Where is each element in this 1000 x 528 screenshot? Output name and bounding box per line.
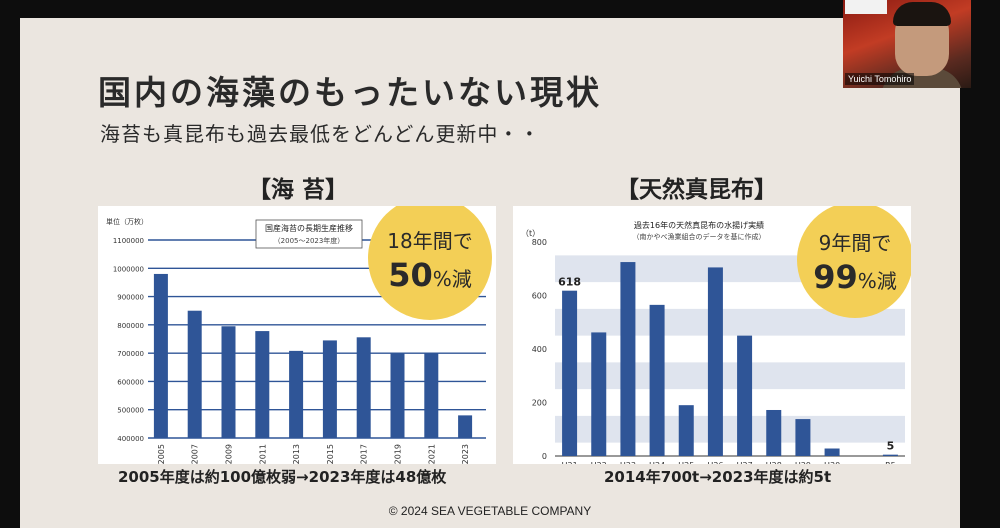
kombu-badge-unit: %減 bbox=[858, 269, 897, 293]
kombu-xtick-label: H22 bbox=[591, 461, 607, 464]
nori-xtick-label: 2023 bbox=[461, 444, 470, 464]
participant-hair bbox=[893, 2, 951, 26]
kombu-badge-line1: 9年間で bbox=[819, 231, 892, 255]
nori-xtick-label: 2019 bbox=[394, 444, 403, 464]
nori-heading: 【海 苔】 bbox=[248, 177, 349, 203]
kombu-xtick-label: H27 bbox=[736, 461, 752, 464]
kombu-bar-H26 bbox=[707, 267, 723, 456]
kombu-chart: 0 200 400 600 800 H21 H22 H23 H24 H25 H26 H27 H28 H2… bbox=[521, 202, 913, 470]
nori-badge-value: 50%減 bbox=[388, 256, 472, 294]
copyright-footer: © 2024 SEA VEGETABLE COMPANY bbox=[388, 504, 592, 518]
virtual-background-logo bbox=[845, 0, 887, 14]
kombu-ytick-label: 200 bbox=[532, 399, 547, 408]
nori-badge-unit: %減 bbox=[433, 267, 472, 291]
nori-ytick-label: 1000000 bbox=[113, 265, 144, 273]
kombu-chart-panel: 0 200 400 600 800 H21 H22 H23 H24 H25 H26 H27 H28 H2… bbox=[513, 202, 913, 470]
nori-badge bbox=[368, 196, 492, 320]
kombu-ytick-label: 600 bbox=[532, 292, 547, 301]
nori-ytick-label: 600000 bbox=[117, 378, 144, 386]
nori-ytick-label: 500000 bbox=[117, 407, 144, 415]
kombu-xtick-label: H29 bbox=[795, 461, 811, 464]
kombu-bar-H21 bbox=[562, 290, 578, 456]
nori-bar-2019 bbox=[390, 353, 405, 438]
kombu-xtick-label: R5 bbox=[885, 461, 896, 464]
nori-bar-2015 bbox=[322, 340, 337, 438]
kombu-bar-R5 bbox=[882, 454, 898, 456]
nori-bar-2013 bbox=[289, 350, 304, 438]
kombu-bar-H27 bbox=[737, 335, 753, 456]
nori-bar-2007 bbox=[187, 310, 202, 438]
kombu-grid-band bbox=[555, 415, 905, 443]
kombu-bar-H30 bbox=[824, 448, 840, 456]
kombu-bar-H23 bbox=[620, 262, 636, 456]
nori-ytick-label: 900000 bbox=[117, 294, 144, 302]
nori-xtick-label: 2021 bbox=[427, 444, 436, 464]
nori-ytick-label: 400000 bbox=[117, 435, 144, 443]
nori-ytick-label: 700000 bbox=[117, 350, 144, 358]
nori-bar-2005 bbox=[153, 273, 168, 438]
kombu-badge-number: 99 bbox=[813, 258, 858, 296]
kombu-caption: 2014年700t→2023年度は約5t bbox=[604, 468, 832, 486]
nori-chart-panel: 400000 500000 600000 700000 800000 900000 1000… bbox=[98, 196, 496, 464]
kombu-badge bbox=[797, 202, 913, 318]
nori-badge-number: 50 bbox=[388, 256, 433, 294]
kombu-xtick-label: H30 bbox=[824, 461, 840, 464]
webcam-thumbnail[interactable]: Yuichi Tomohiro bbox=[843, 0, 971, 88]
kombu-bar-H29 bbox=[795, 419, 811, 456]
nori-xtick-label: 2011 bbox=[258, 444, 267, 464]
nori-chart: 400000 500000 600000 700000 800000 900000 1000… bbox=[106, 196, 492, 464]
kombu-xtick-label: H24 bbox=[649, 461, 665, 464]
kombu-y-unit: （t） bbox=[521, 229, 540, 238]
nori-bar-2011 bbox=[255, 331, 270, 438]
kombu-xtick-label: H25 bbox=[678, 461, 694, 464]
kombu-ytick-label: 800 bbox=[532, 238, 547, 247]
nori-bar-2009 bbox=[221, 326, 236, 438]
kombu-badge-value: 99%減 bbox=[813, 258, 897, 296]
kombu-xtick-label: H23 bbox=[620, 461, 636, 464]
kombu-bar-H25 bbox=[678, 405, 694, 456]
nori-ytick-label: 1100000 bbox=[113, 237, 144, 245]
kombu-chart-subtitle: （南かやべ漁業組合のデータを基に作成） bbox=[633, 232, 766, 241]
nori-xtick-label: 2007 bbox=[191, 444, 200, 464]
kombu-xtick-label: H26 bbox=[707, 461, 723, 464]
nori-chart-subtitle: （2005〜2023年度） bbox=[274, 236, 345, 245]
nori-chart-title: 国産海苔の長期生産推移 bbox=[265, 223, 353, 233]
nori-y-unit: 単位（万枚） bbox=[106, 217, 148, 226]
kombu-xtick-label: H21 bbox=[561, 461, 577, 464]
kombu-ytick-label: 400 bbox=[532, 345, 547, 354]
nori-chart-title-box bbox=[255, 219, 363, 249]
kombu-ytick-label: 0 bbox=[542, 452, 547, 461]
kombu-bar-H28 bbox=[766, 409, 782, 456]
slide-title: 国内の海藻のもったいない現状 bbox=[98, 73, 602, 112]
nori-xtick-label: 2013 bbox=[292, 444, 301, 464]
presentation-slide: 国内の海藻のもったいない現状 海苔も真昆布も過去最低をどんどん更新中・・ 【海 … bbox=[20, 18, 960, 528]
nori-ytick-label: 800000 bbox=[117, 322, 144, 330]
kombu-bar-H24 bbox=[649, 304, 665, 456]
kombu-xtick-label: H28 bbox=[766, 461, 782, 464]
nori-badge-line1: 18年間で bbox=[387, 229, 472, 253]
kombu-data-label: 618 bbox=[558, 276, 581, 289]
nori-bar-2017 bbox=[356, 337, 371, 438]
nori-xtick-label: 2017 bbox=[360, 444, 369, 464]
kombu-data-label: 5 bbox=[887, 440, 895, 453]
nori-bar-2021 bbox=[424, 353, 439, 438]
nori-caption: 2005年度は約100億枚弱→2023年度は48億枚 bbox=[118, 468, 447, 486]
nori-xtick-label: 2015 bbox=[326, 444, 335, 464]
participant-name-label: Yuichi Tomohiro bbox=[845, 73, 915, 85]
kombu-xtick-label: ・・・・・ bbox=[841, 461, 881, 464]
slide-subtitle: 海苔も真昆布も過去最低をどんどん更新中・・ bbox=[100, 122, 541, 146]
nori-xtick-label: 2009 bbox=[225, 444, 234, 464]
kombu-bar-H22 bbox=[591, 332, 607, 456]
kombu-heading: 【天然真昆布】 bbox=[616, 177, 777, 203]
nori-xtick-label: 2005 bbox=[157, 444, 166, 464]
kombu-chart-title: 過去16年の天然真昆布の水揚げ実績 bbox=[634, 220, 764, 230]
kombu-grid-band bbox=[555, 362, 905, 390]
nori-bar-2023 bbox=[458, 415, 473, 438]
